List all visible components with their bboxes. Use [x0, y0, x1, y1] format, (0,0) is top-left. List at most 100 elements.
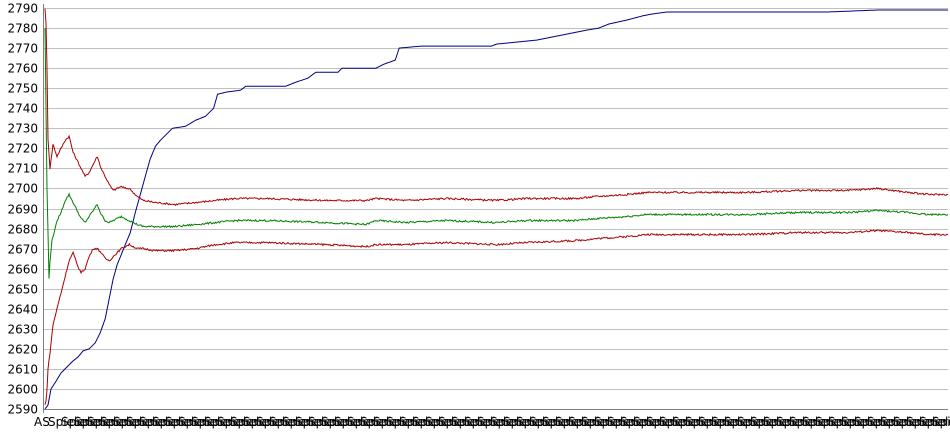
x-tick-label: Spieler: [620, 415, 662, 429]
series-lines: [44, 8, 949, 410]
x-tick-label: Spieler: [464, 415, 506, 429]
x-tick-label: Spieler: [685, 415, 727, 429]
x-axis-tick-labels: ASSpielerSpielerSpielerSpielerSpielerSpi…: [34, 415, 950, 429]
x-tick-label: Spieler: [867, 415, 909, 429]
x-tick-label: Spieler: [633, 415, 675, 429]
x-tick-label: Spieler: [269, 415, 311, 429]
x-tick-label: Spieler: [555, 415, 597, 429]
y-tick-label: 2760: [7, 62, 38, 76]
x-tick-label: AS: [34, 415, 50, 429]
x-tick-label: Spieler: [503, 415, 545, 429]
x-tick-label: Spieler: [542, 415, 584, 429]
x-tick-label: Spieler: [308, 415, 350, 429]
y-tick-label: 2630: [7, 323, 38, 337]
y-tick-label: 2710: [7, 162, 38, 176]
x-tick-label: Spieler: [399, 415, 441, 429]
series-line: [44, 9, 948, 410]
y-tick-label: 2640: [7, 303, 38, 317]
x-tick-label: Spieler: [321, 415, 363, 429]
gridlines: [43, 8, 948, 390]
x-tick-label: Spieler: [191, 415, 233, 429]
series-line: [44, 229, 949, 405]
x-tick-label: Spieler: [516, 415, 558, 429]
x-tick-label: Spieler: [789, 415, 831, 429]
y-tick-label: 2650: [7, 283, 38, 297]
x-tick-label: Spieler: [529, 415, 571, 429]
y-tick-label: 2660: [7, 263, 38, 277]
x-tick-label: Spieler: [178, 415, 220, 429]
y-tick-label: 2720: [7, 142, 38, 156]
x-tick-label: Spieler: [724, 415, 766, 429]
x-tick-label: Spieler: [750, 415, 792, 429]
y-tick-label: 2610: [7, 363, 38, 377]
x-tick-label: Spieler: [906, 415, 948, 429]
y-tick-label: 2670: [7, 243, 38, 257]
y-tick-label: 2790: [7, 2, 38, 16]
x-tick-label: Spieler: [139, 415, 181, 429]
x-tick-label: Spieler: [672, 415, 714, 429]
x-tick-label: Spieler: [373, 415, 415, 429]
x-tick-label: Spieler: [893, 415, 935, 429]
x-tick-label: Spieler: [282, 415, 324, 429]
x-tick-label: Spieler: [919, 415, 950, 429]
x-tick-label: Spieler: [646, 415, 688, 429]
x-tick-label: Spieler: [659, 415, 701, 429]
x-tick-label: Spieler: [607, 415, 649, 429]
y-tick-label: 2680: [7, 223, 38, 237]
y-tick-label: 2740: [7, 102, 38, 116]
x-tick-label: Spieler: [698, 415, 740, 429]
x-tick-label: Spieler: [360, 415, 402, 429]
x-tick-label: Spieler: [243, 415, 285, 429]
x-tick-label: Spieler: [828, 415, 870, 429]
x-tick-label: Spieler: [204, 415, 246, 429]
x-tick-label: Spieler: [438, 415, 480, 429]
x-tick-label: Spieler: [490, 415, 532, 429]
x-tick-label: Spieler: [113, 415, 155, 429]
x-tick-label: Spieler: [165, 415, 207, 429]
y-tick-label: 2620: [7, 343, 38, 357]
axes: [43, 4, 948, 413]
x-tick-label: Spieler: [74, 415, 116, 429]
x-tick-label: Spieler: [295, 415, 337, 429]
x-tick-label: Spieler: [334, 415, 376, 429]
x-tick-label: Spieler: [568, 415, 610, 429]
x-tick-label: Spieler: [217, 415, 259, 429]
x-tick-label: Spieler: [87, 415, 129, 429]
y-tick-label: 2600: [7, 383, 38, 397]
x-tick-label: Spieler: [152, 415, 194, 429]
y-tick-label: 2780: [7, 22, 38, 36]
x-tick-label: Spieler: [256, 415, 298, 429]
y-tick-label: 2770: [7, 42, 38, 56]
x-tick-label: Spieler: [61, 415, 103, 429]
y-tick-label: 2590: [7, 403, 38, 417]
y-tick-label: 2700: [7, 182, 38, 196]
y-tick-label: 2730: [7, 122, 38, 136]
x-tick-label: Spieler: [48, 415, 90, 429]
x-tick-label: Spieler: [880, 415, 922, 429]
y-tick-label: 2690: [7, 203, 38, 217]
x-tick-label: Spieler: [386, 415, 428, 429]
x-tick-label: Spieler: [100, 415, 142, 429]
x-tick-label: Spieler: [802, 415, 844, 429]
x-tick-label: Spieler: [815, 415, 857, 429]
x-tick-label: Spieler: [763, 415, 805, 429]
x-tick-label: Spieler: [711, 415, 753, 429]
x-tick-label: Spieler: [932, 415, 950, 429]
y-axis-tick-labels: 2590 2600 2610 2620 2630 2640 2650 2660 2670 2680…: [7, 2, 38, 417]
x-tick-label: Spieler: [841, 415, 883, 429]
x-tick-label: Spieler: [425, 415, 467, 429]
y-tick-label: 2750: [7, 82, 38, 96]
series-line: [44, 8, 949, 207]
x-tick-label: Spieler: [347, 415, 389, 429]
x-tick-label: Spieler: [581, 415, 623, 429]
x-tick-label: Spieler: [412, 415, 454, 429]
x-tick-label: Spieler: [737, 415, 779, 429]
series-line: [44, 28, 949, 279]
x-tick-label: Spieler: [776, 415, 818, 429]
x-tick-label: Spieler: [451, 415, 493, 429]
x-tick-label: Spieler: [126, 415, 168, 429]
x-tick-label: Spieler: [230, 415, 272, 429]
x-tick-label: Spieler: [854, 415, 896, 429]
